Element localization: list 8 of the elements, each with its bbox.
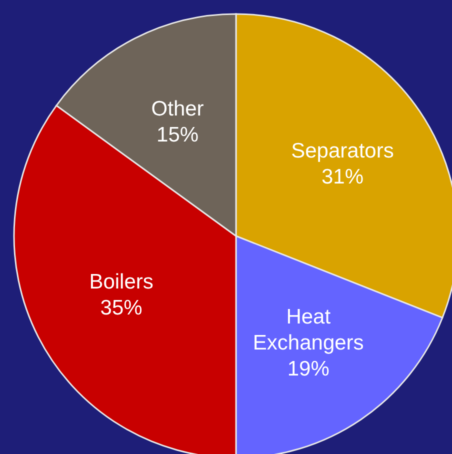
slice-label: Other — [151, 96, 204, 120]
slice-label: Boilers — [89, 270, 154, 293]
data-label: 35% — [100, 296, 142, 319]
data-label: 15% — [156, 122, 199, 146]
slice-label: Separators — [291, 139, 394, 162]
slice-label: Heat Exchangers — [252, 304, 364, 354]
data-label: 19% — [287, 356, 330, 380]
data-label: 31% — [321, 165, 364, 188]
